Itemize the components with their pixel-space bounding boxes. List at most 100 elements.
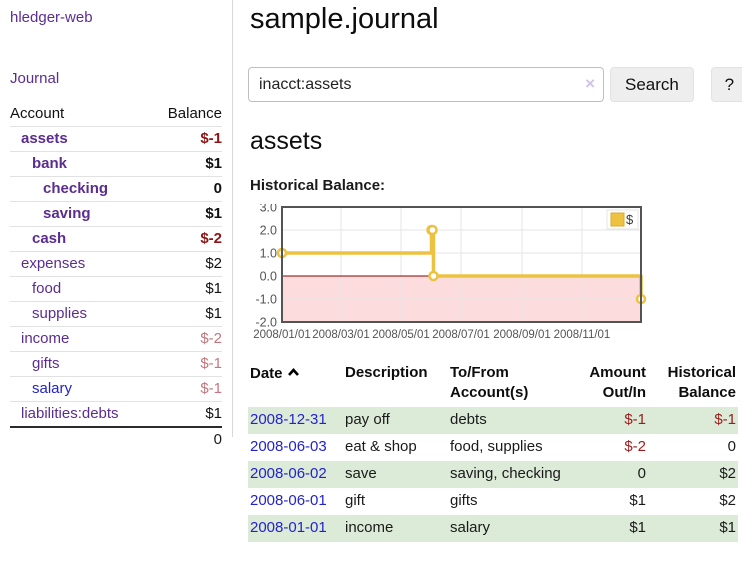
svg-text:2008/07/01: 2008/07/01: [432, 329, 490, 341]
svg-text:2008/09/01: 2008/09/01: [493, 329, 551, 341]
svg-text:3.0: 3.0: [260, 204, 277, 215]
account-balance: 0: [213, 180, 222, 197]
header-amount: Amount Out/In: [589, 364, 646, 401]
account-link-cash[interactable]: cash: [32, 230, 67, 247]
main-content: sample.journal × Search ? assets Histori…: [233, 0, 742, 542]
account-link-supplies[interactable]: supplies: [32, 305, 88, 322]
svg-text:2.0: 2.0: [260, 224, 277, 238]
account-row: expenses $2: [10, 251, 222, 276]
transaction-accounts: debts: [450, 411, 487, 428]
transaction-balance: $2: [719, 492, 736, 509]
account-balance: $-1: [200, 355, 222, 372]
clear-search-icon[interactable]: ×: [585, 74, 595, 93]
transaction-row: 2008-06-01 gift gifts $1 $2: [248, 488, 738, 515]
search-button[interactable]: Search: [610, 67, 694, 102]
transaction-accounts: gifts: [450, 492, 478, 509]
balance-column-header: Balance: [167, 105, 222, 122]
account-balance: $-1: [200, 380, 222, 397]
transaction-amount: $1: [629, 492, 646, 509]
transaction-description: save: [345, 465, 377, 482]
register-table: Date Description To/From Account(s) Amou…: [248, 361, 738, 542]
help-button[interactable]: ?: [710, 67, 742, 102]
svg-text:1.0: 1.0: [260, 247, 277, 261]
sort-ascending-icon: [287, 363, 300, 383]
account-row: liabilities:debts $1: [10, 401, 222, 426]
account-row: assets $-1: [10, 126, 222, 151]
account-link-liabilities-debts[interactable]: liabilities:debts: [21, 405, 119, 422]
account-link-checking[interactable]: checking: [43, 180, 109, 197]
header-description: Description: [345, 364, 428, 381]
app-layout: hledger-web Journal Account Balance asse…: [0, 0, 742, 542]
account-balance: $-2: [200, 330, 222, 347]
transaction-row: 2008-06-03 eat & shop food, supplies $-2…: [248, 434, 738, 461]
transaction-row: 2008-06-02 save saving, checking 0 $2: [248, 461, 738, 488]
account-row: bank $1: [10, 151, 222, 176]
account-balance: $-2: [200, 230, 222, 247]
account-link-assets[interactable]: assets: [21, 130, 68, 147]
account-row: cash $-2: [10, 226, 222, 251]
transaction-date-link[interactable]: 2008-06-03: [250, 438, 327, 455]
account-link-income[interactable]: income: [21, 330, 70, 347]
header-accounts: To/From Account(s): [450, 364, 529, 401]
transaction-date-link[interactable]: 2008-12-31: [250, 411, 327, 428]
accounts-total-row: 0: [10, 426, 222, 452]
account-balance: $1: [205, 205, 222, 222]
svg-text:2008/05/01: 2008/05/01: [372, 329, 430, 341]
transaction-balance: $2: [719, 465, 736, 482]
header-date[interactable]: Date: [248, 361, 343, 407]
account-link-bank[interactable]: bank: [32, 155, 68, 172]
svg-text:2008/03/01: 2008/03/01: [312, 329, 370, 341]
account-column-header: Account: [10, 105, 65, 122]
svg-text:2008/11/01: 2008/11/01: [554, 329, 611, 341]
transaction-row: 2008-12-31 pay off debts $-1 $-1: [248, 407, 738, 434]
transaction-amount: $-2: [624, 438, 646, 455]
transaction-amount: $-1: [624, 411, 646, 428]
transaction-balance: $1: [719, 519, 736, 536]
transaction-balance: $-1: [714, 411, 736, 428]
transaction-description: eat & shop: [345, 438, 417, 455]
search-input[interactable]: [248, 67, 604, 102]
account-link-expenses[interactable]: expenses: [21, 255, 86, 272]
account-heading: assets: [250, 127, 323, 155]
transaction-date-link[interactable]: 2008-06-01: [250, 492, 327, 509]
account-link-salary[interactable]: salary: [32, 380, 73, 397]
accounts-total-value: 0: [213, 431, 222, 448]
transaction-date-link[interactable]: 2008-01-01: [250, 519, 327, 536]
account-balance: $-1: [200, 130, 222, 147]
account-row: gifts $-1: [10, 351, 222, 376]
svg-text:0.0: 0.0: [260, 270, 277, 284]
account-balance: $1: [205, 405, 222, 422]
svg-text:$: $: [626, 212, 634, 227]
transaction-accounts: saving, checking: [450, 465, 561, 482]
account-row: checking 0: [10, 176, 222, 201]
accounts-table-header: Account Balance: [10, 102, 222, 126]
account-balance: $1: [205, 305, 222, 322]
svg-text:-2.0: -2.0: [255, 316, 277, 330]
account-link-gifts[interactable]: gifts: [32, 355, 60, 372]
transaction-amount: 0: [637, 465, 646, 482]
chart-title: Historical Balance:: [250, 177, 386, 194]
sidebar: hledger-web Journal Account Balance asse…: [0, 0, 233, 448]
transaction-balance: 0: [727, 438, 736, 455]
account-row: supplies $1: [10, 301, 222, 326]
search-box: ×: [248, 67, 604, 102]
transaction-date-link[interactable]: 2008-06-02: [250, 465, 327, 482]
header-balance: Historical Balance: [667, 364, 736, 401]
app-title-link[interactable]: hledger-web: [10, 9, 93, 26]
search-form: × Search ?: [248, 67, 742, 102]
svg-text:-1.0: -1.0: [255, 293, 277, 307]
account-row: income $-2: [10, 326, 222, 351]
transaction-description: gift: [345, 492, 366, 509]
historical-balance-chart: $3.0 2.0 1.0 0.0 -1.0 -2.0 2008/01/01 2008/03/0…: [248, 204, 742, 344]
account-row: salary $-1: [10, 376, 222, 401]
register-header-row: Date Description To/From Account(s) Amou…: [248, 361, 738, 407]
account-balance: $2: [205, 255, 222, 272]
account-link-food[interactable]: food: [32, 280, 62, 297]
transaction-accounts: food, supplies: [450, 438, 543, 455]
account-row: saving $1: [10, 201, 222, 226]
account-link-saving[interactable]: saving: [43, 205, 91, 222]
transaction-amount: $1: [629, 519, 646, 536]
transaction-accounts: salary: [450, 519, 491, 536]
sidebar-item-journal[interactable]: Journal: [10, 70, 60, 87]
